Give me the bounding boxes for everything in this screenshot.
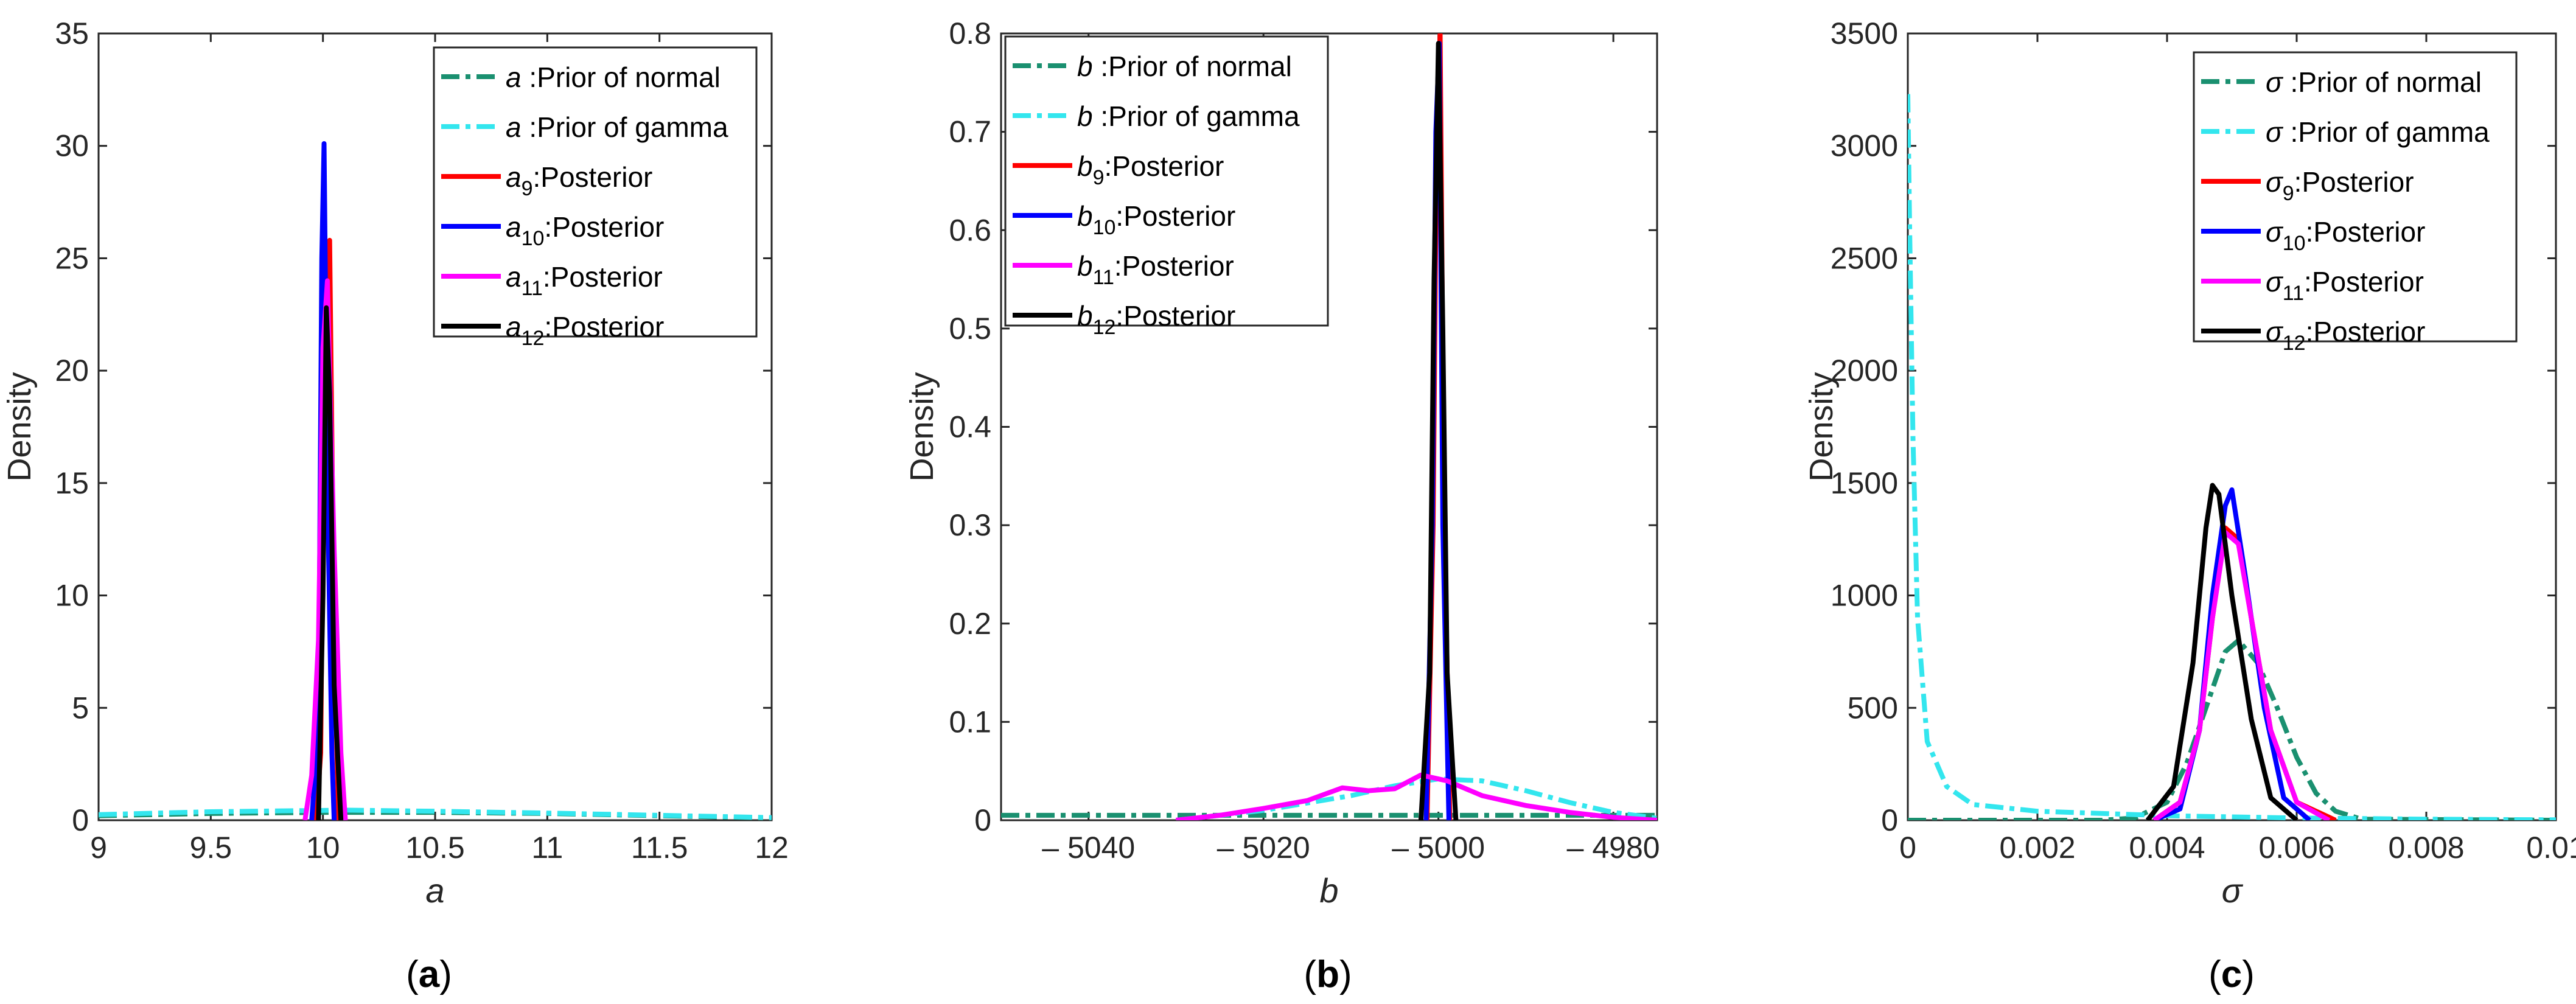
legend-entry-label: σ11:Posterior [2266, 266, 2424, 305]
y-tick-label: 0 [72, 803, 89, 837]
x-axis-label: σ [2222, 871, 2244, 910]
legend-entry-label: b9:Posterior [1077, 150, 1224, 189]
y-tick-label: 0.5 [949, 312, 991, 346]
legend: b :Prior of normal b :Prior of gamma b9:Po… [1004, 35, 1329, 339]
legend-box [2193, 51, 2518, 343]
y-tick-label: 1500 [1831, 466, 1898, 500]
x-tick-label: 0.01 [2526, 831, 2576, 865]
y-tick-label: 0.8 [949, 16, 991, 51]
series-line-prior-gamma [99, 807, 772, 820]
x-tick-label: 12 [755, 831, 789, 865]
x-tick-label: – 4980 [1567, 831, 1660, 865]
y-tick-label: 30 [55, 129, 89, 163]
x-tick-label: 0.004 [2129, 831, 2205, 865]
y-tick-label: 0.1 [949, 705, 991, 739]
x-tick-label: 11.5 [631, 831, 688, 865]
x-tick-label: 0.008 [2388, 831, 2464, 865]
chart-panel-a: 9 9.5 10 10.5 11 11.5 12 0 5 10 15 20 25 30 35 a Density… [1, 16, 789, 995]
series-line-prior-normal [1908, 638, 2556, 820]
axes-box [1907, 32, 2557, 821]
legend-entry-label: b :Prior of normal [1077, 51, 1292, 82]
legend-entry-label: σ :Prior of gamma [2266, 116, 2490, 148]
y-tick-label: 5 [72, 691, 89, 725]
series-line-posterior-12 [316, 305, 344, 820]
y-tick-label: 0 [974, 803, 991, 837]
y-tick-label: 35 [55, 16, 89, 51]
y-tick-label: 500 [1848, 691, 1898, 725]
panel-caption: (a) [406, 953, 452, 995]
y-tick-label: 0.3 [949, 508, 991, 542]
x-tick-label: 0.002 [1999, 831, 2075, 865]
y-tick-label: 20 [55, 354, 89, 388]
y-tick-label: 0.7 [949, 115, 991, 149]
legend-entry-label: a12:Posterior [506, 311, 664, 350]
x-tick-label: 10 [306, 831, 340, 865]
x-tick-label: 9.5 [190, 831, 232, 865]
x-tick-label: – 5020 [1217, 831, 1310, 865]
x-tick-label: 0.006 [2258, 831, 2334, 865]
series-line-posterior-11 [1176, 772, 1657, 820]
legend-entry-label: a :Prior of gamma [506, 111, 728, 143]
y-tick-label: 2500 [1831, 241, 1898, 275]
legend-box [1004, 35, 1329, 327]
panel-caption: (b) [1304, 953, 1352, 995]
series-line-posterior-12 [1418, 41, 1459, 820]
x-tick-label: 9 [90, 831, 107, 865]
y-tick-label: 25 [55, 241, 89, 275]
legend-entry-label: b10:Posterior [1077, 200, 1235, 239]
x-axis-label: b [1319, 871, 1338, 910]
legend: a :Prior of normal a :Prior of gamma a9:Po… [433, 46, 758, 350]
legend-entry-label: b12:Posterior [1077, 300, 1235, 339]
legend-entry-label: a :Prior of normal [506, 61, 721, 93]
y-tick-label: 0.4 [949, 410, 991, 444]
y-axis-label: Density [1, 372, 38, 481]
y-tick-label: 3000 [1831, 129, 1898, 163]
series-line-posterior-12 [2145, 483, 2299, 820]
legend-entry-label: b11:Posterior [1077, 250, 1234, 289]
series-line-prior-gamma [1908, 94, 2556, 820]
y-tick-label: 0.6 [949, 213, 991, 247]
y-tick-label: 10 [55, 579, 89, 613]
x-tick-label: – 5040 [1042, 831, 1135, 865]
x-tick-label: 0 [1899, 831, 1916, 865]
x-axis-label: a [425, 871, 444, 910]
y-tick-label: 0 [1881, 803, 1898, 837]
x-tick-label: 11 [531, 831, 563, 865]
legend: σ :Prior of normal σ :Prior of gamma σ9:Po… [2193, 51, 2518, 355]
y-tick-label: 15 [55, 466, 89, 500]
legend-entry-label: σ10:Posterior [2266, 216, 2425, 255]
y-tick-label: 0.2 [949, 607, 991, 641]
legend-entry-label: σ12:Posterior [2266, 316, 2425, 355]
legend-entry-label: a9:Posterior [506, 161, 652, 200]
x-tick-label: 10.5 [405, 831, 464, 865]
y-tick-label: 3500 [1831, 16, 1898, 51]
legend-entry-label: b :Prior of gamma [1077, 100, 1300, 132]
y-tick-label: 1000 [1831, 579, 1898, 613]
legend-box [433, 46, 758, 338]
series-line-posterior-11 [2152, 530, 2331, 820]
y-axis-label: Density [1803, 372, 1840, 481]
chart-panel-c: 0 0.002 0.004 0.006 0.008 0.01 0 500 1000 1500 200… [1803, 16, 2576, 995]
y-axis-label: Density [904, 372, 940, 481]
panel-caption: (c) [2208, 953, 2255, 995]
chart-panel-b: – 5040 – 5020 – 5000 – 4980 0 0.1 0.2 0.3 0.4 0.5… [904, 16, 1660, 995]
y-tick-label: 2000 [1831, 354, 1898, 388]
legend-entry-label: a11:Posterior [506, 261, 663, 300]
legend-entry-label: σ9:Posterior [2266, 166, 2414, 205]
x-tick-label: – 5000 [1392, 831, 1485, 865]
legend-entry-label: a10:Posterior [506, 211, 664, 250]
legend-entry-label: σ :Prior of normal [2266, 66, 2482, 98]
